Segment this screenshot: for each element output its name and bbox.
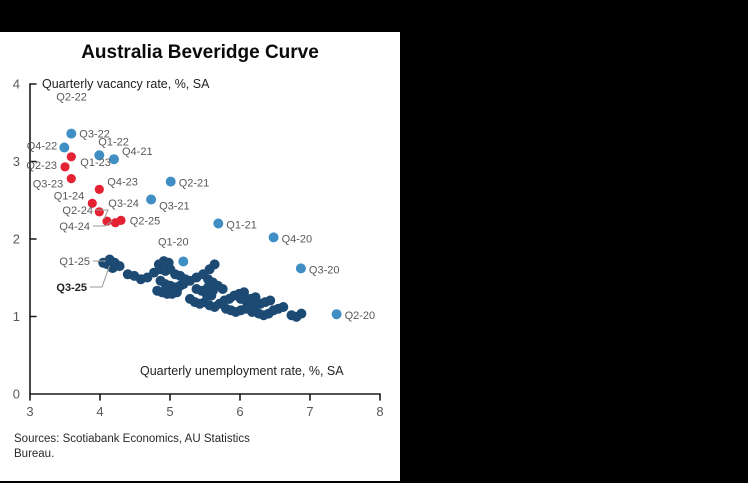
svg-text:Q1-20: Q1-20 (158, 237, 189, 249)
svg-text:Q3-25: Q3-25 (56, 282, 87, 294)
svg-text:2: 2 (13, 232, 20, 247)
svg-text:8: 8 (376, 404, 383, 419)
svg-text:Q4-21: Q4-21 (122, 146, 153, 158)
svg-text:Q4-23: Q4-23 (107, 176, 138, 188)
svg-text:Q3-24: Q3-24 (108, 198, 139, 210)
svg-text:4: 4 (13, 77, 20, 92)
svg-text:4: 4 (96, 404, 103, 419)
svg-text:Q2-20: Q2-20 (345, 310, 376, 322)
svg-text:Q2-22: Q2-22 (56, 92, 87, 104)
svg-text:Q2-23: Q2-23 (26, 160, 57, 172)
svg-text:Q1-25: Q1-25 (59, 256, 90, 268)
svg-text:1: 1 (13, 309, 20, 324)
svg-text:Q1-24: Q1-24 (54, 190, 85, 202)
svg-text:Q1-21: Q1-21 (226, 220, 257, 232)
svg-text:3: 3 (26, 404, 33, 419)
svg-text:Q3-23: Q3-23 (33, 179, 64, 191)
svg-text:3: 3 (13, 154, 20, 169)
svg-text:Q2-25: Q2-25 (130, 215, 161, 227)
svg-text:Q4-24: Q4-24 (59, 221, 90, 233)
svg-text:5: 5 (166, 404, 173, 419)
svg-text:Q2-21: Q2-21 (179, 178, 210, 190)
svg-text:Q3-21: Q3-21 (159, 201, 190, 213)
svg-text:0: 0 (13, 387, 20, 402)
svg-text:Q1-23: Q1-23 (80, 157, 111, 169)
svg-text:Q4-22: Q4-22 (27, 141, 58, 153)
svg-text:6: 6 (236, 404, 243, 419)
svg-text:Quarterly unemployment rate, %: Quarterly unemployment rate, %, SA (140, 364, 344, 378)
svg-text:Quarterly vacancy rate, %, SA: Quarterly vacancy rate, %, SA (42, 77, 210, 91)
svg-text:Q3-20: Q3-20 (309, 264, 340, 276)
svg-text:Q2-24: Q2-24 (62, 205, 93, 217)
svg-text:7: 7 (306, 404, 313, 419)
svg-text:Q4-20: Q4-20 (282, 233, 313, 245)
